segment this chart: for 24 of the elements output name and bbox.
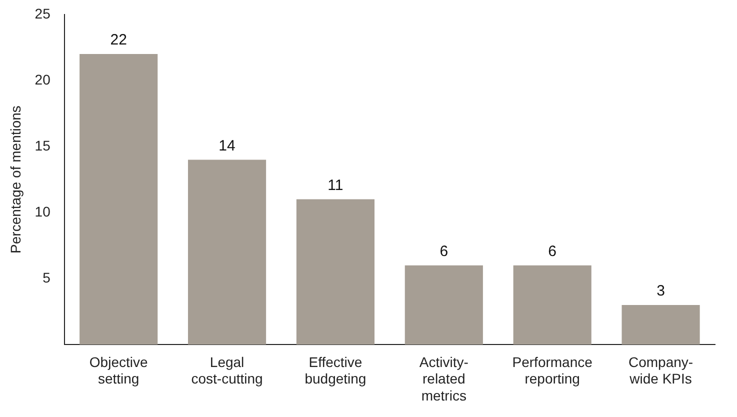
y-tick-label: 15 bbox=[34, 137, 51, 154]
bar bbox=[80, 54, 158, 345]
y-axis-title: Percentage of mentions bbox=[7, 106, 24, 254]
x-tick-label: Performance reporting bbox=[512, 354, 593, 387]
x-tick-label: Legal cost-cutting bbox=[191, 354, 263, 387]
x-tick-label: Effective budgeting bbox=[304, 354, 366, 387]
y-tick-label: 25 bbox=[34, 5, 51, 22]
data-label: 6 bbox=[548, 242, 557, 260]
data-label: 11 bbox=[328, 176, 344, 194]
bar bbox=[188, 160, 266, 345]
bar bbox=[622, 304, 700, 345]
data-label: 22 bbox=[110, 32, 127, 49]
bar bbox=[404, 265, 483, 345]
x-tick-label: Objective setting bbox=[89, 354, 148, 387]
data-label: 6 bbox=[440, 242, 448, 260]
y-tick-label: 20 bbox=[34, 71, 51, 88]
x-tick-label: Activity- related metrics bbox=[419, 354, 469, 404]
data-label: 14 bbox=[218, 137, 236, 154]
y-tick-label: 5 bbox=[42, 269, 51, 286]
bar bbox=[296, 199, 375, 345]
y-tick-label: 10 bbox=[34, 203, 51, 220]
x-tick-label: Company- wide KPIs bbox=[628, 354, 694, 387]
bar bbox=[513, 265, 592, 345]
data-label: 3 bbox=[656, 282, 665, 300]
